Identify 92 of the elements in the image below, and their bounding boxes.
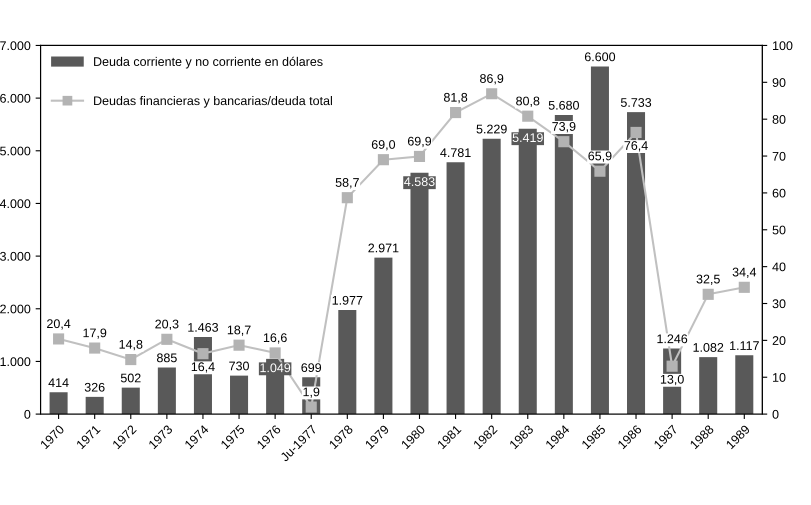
legend-label: Deudas financieras y bancarias/deuda total [94,96,332,108]
bar [338,310,356,414]
bar [158,367,176,414]
data-label: 14,8 [120,340,142,350]
data-label: 81,8 [444,92,468,104]
point [342,192,353,204]
y2-tick-label: 50 [772,226,786,234]
data-label: 17,9 [83,328,106,339]
point [450,106,462,118]
bar [50,392,68,414]
data-label: 20,3 [155,320,178,330]
data-label: 13,0 [660,374,684,386]
bar [374,258,392,414]
point [233,340,245,351]
point [89,342,100,354]
data-label: 5.419 [512,133,543,142]
data-label: 4.583 [404,177,435,186]
y-tick-label: 7.000 [0,41,30,50]
data-label: 65,9 [588,152,612,162]
data-label: 502 [120,374,141,382]
y2-tick-label: 60 [772,188,786,198]
point [594,166,606,177]
data-label: 1.463 [188,322,218,332]
data-label: 5.733 [620,98,652,107]
data-label: 1.977 [332,296,362,305]
data-label: 76,4 [624,141,648,152]
y2-tick-label: 80 [772,114,786,124]
y2-tick-label: 0 [772,410,779,419]
data-label: 18,7 [228,326,251,336]
data-label: 69,9 [408,136,432,148]
point [486,88,498,100]
data-label: 86,9 [480,74,504,84]
y2-tick-label: 100 [773,41,792,50]
point [270,347,281,358]
bar [446,162,465,414]
y2-tick-label: 20 [772,336,786,346]
data-label: 34,4 [732,268,756,278]
point [738,282,750,293]
legend-label: Deuda corriente y no corriente en dólares [94,56,323,68]
data-label: 16,6 [264,333,287,344]
data-label: 32,5 [696,274,720,285]
y-tick-label: 5.000 [0,146,30,156]
data-label: 2.971 [368,244,398,252]
data-label: 5.229 [476,124,507,134]
point [125,354,136,366]
data-label: 6.600 [584,52,616,62]
point [558,136,570,148]
data-label: 326 [84,382,105,392]
point [522,110,534,122]
data-label: 1.246 [657,334,688,344]
point [414,150,426,162]
bar [122,388,140,414]
data-label: 5.680 [548,100,579,110]
bar [230,376,248,414]
data-label: 16,4 [192,362,215,373]
y-tick-label: 6.000 [0,94,30,103]
bar [699,357,718,414]
y-tick-label: 0 [24,410,30,419]
data-label: 1,9 [303,387,320,398]
bar [482,138,501,414]
data-label: 80,8 [516,96,540,107]
data-label: 1.049 [260,363,290,372]
point [630,126,642,138]
data-label: 885 [156,353,177,362]
data-label: 699 [301,363,322,372]
data-label: 69,0 [372,140,396,150]
data-label: 73,9 [552,122,576,132]
data-label: 414 [48,378,69,387]
point [378,154,389,166]
y2-tick-label: 30 [772,299,786,308]
point [53,333,64,344]
data-label: 730 [229,362,249,370]
y-tick-label: 2.000 [0,304,30,314]
y2-tick-label: 10 [773,373,786,382]
y2-tick-label: 40 [772,262,786,272]
point [161,334,172,345]
data-label: 20,4 [47,319,70,330]
y-tick-label: 1.000 [0,357,30,366]
point [666,360,678,372]
point [197,348,209,360]
point [702,288,714,300]
data-label: 58,7 [336,178,359,188]
bar [735,355,754,414]
data-label: 1.082 [694,343,724,352]
bar [86,396,104,414]
y-tick-label: 4.000 [0,199,30,208]
y2-tick-label: 90 [772,78,786,87]
data-label: 4.781 [440,148,471,158]
y-tick-label: 3.000 [0,252,30,261]
data-label: 1.117 [730,341,759,350]
y2-tick-label: 70 [772,152,786,161]
point [306,402,317,413]
